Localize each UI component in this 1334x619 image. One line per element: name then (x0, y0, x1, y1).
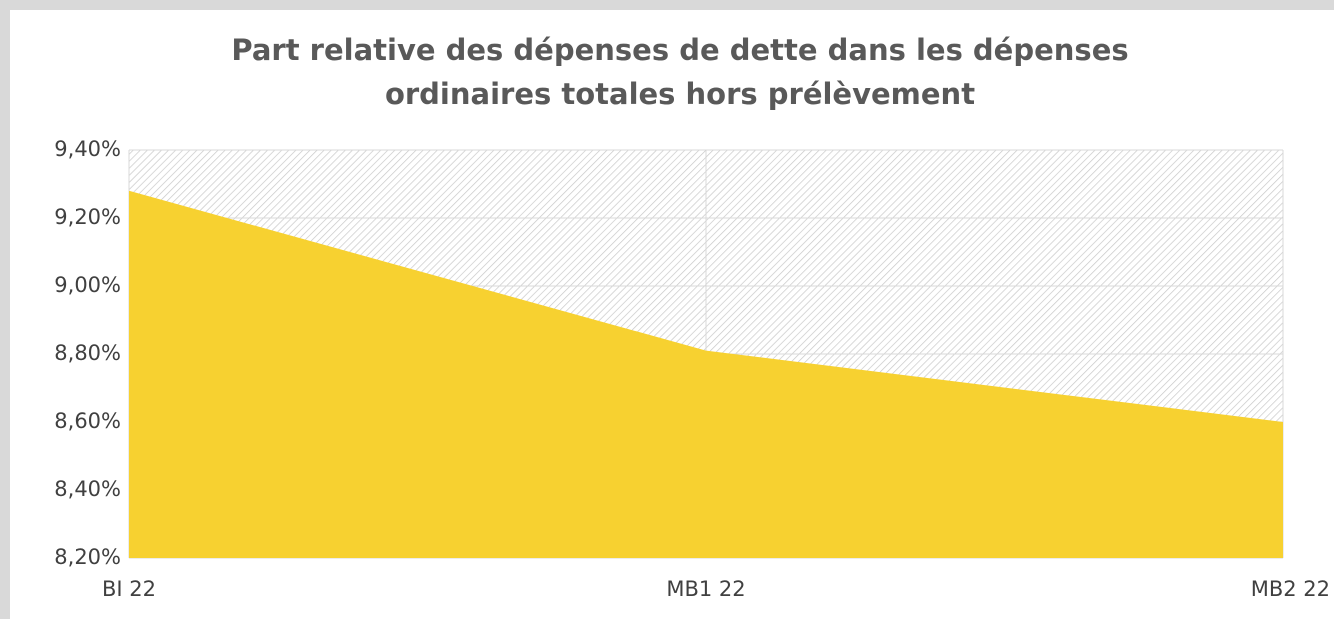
y-tick-label: 9,00% (54, 273, 121, 297)
y-tick-label: 8,20% (54, 545, 121, 569)
y-tick-label: 9,40% (54, 137, 121, 161)
x-tick-label: MB1 22 (666, 577, 745, 601)
y-tick-label: 9,20% (54, 205, 121, 229)
area (129, 190, 1283, 559)
chart-title: ordinaires totales hors prélèvement (385, 77, 975, 111)
y-tick-label: 8,60% (54, 409, 121, 433)
y-tick-label: 8,80% (54, 341, 121, 365)
x-tick-label: BI 22 (102, 577, 156, 601)
x-tick-label: MB2 22 (1251, 577, 1330, 601)
chart-title: Part relative des dépenses de dette dans… (231, 33, 1128, 67)
y-tick-label: 8,40% (54, 477, 121, 501)
